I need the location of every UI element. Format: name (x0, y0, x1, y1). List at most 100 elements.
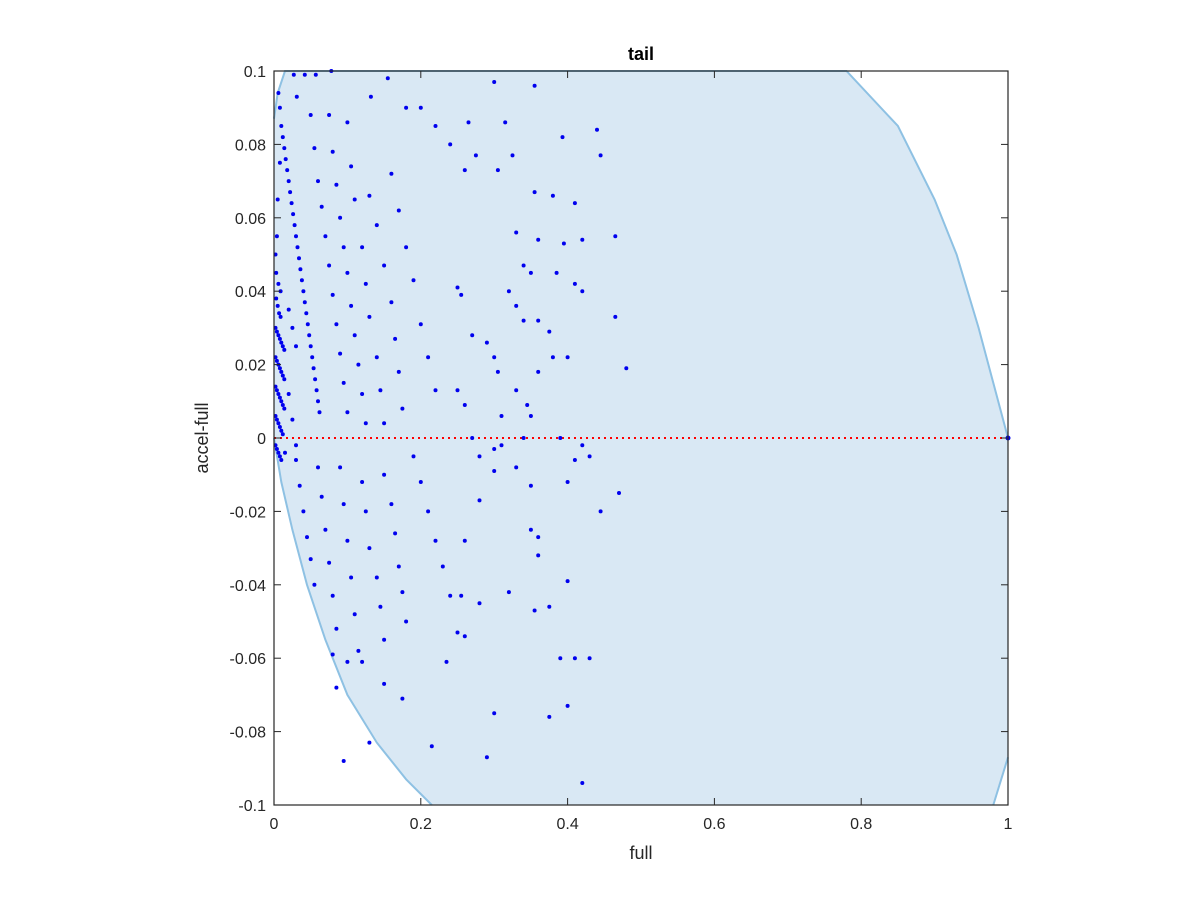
data-point (289, 201, 294, 206)
data-point (561, 241, 566, 246)
data-point (279, 399, 284, 404)
data-point (572, 656, 577, 661)
data-point (297, 256, 301, 261)
data-point (291, 212, 296, 217)
data-point (528, 414, 533, 418)
data-point (352, 197, 357, 202)
data-point (283, 157, 288, 162)
data-point (580, 289, 585, 294)
data-point (459, 292, 464, 297)
x-tick-label: 1 (1004, 816, 1013, 833)
data-point (278, 314, 283, 319)
data-point (363, 421, 368, 426)
data-point (514, 388, 519, 393)
data-point (525, 403, 530, 407)
data-point (470, 333, 475, 338)
data-point (274, 296, 279, 301)
y-tick-label: 0.02 (235, 358, 266, 375)
data-point (312, 146, 317, 151)
data-point (448, 142, 453, 147)
data-point (282, 347, 287, 352)
data-point (274, 329, 279, 334)
data-point (550, 355, 555, 360)
data-point (334, 182, 339, 187)
data-point (360, 480, 365, 484)
region-corner-boundary (992, 757, 1009, 806)
data-point (528, 527, 533, 532)
data-point (418, 322, 423, 327)
data-point (462, 634, 467, 639)
data-point (595, 127, 599, 132)
data-point (492, 447, 497, 451)
data-point (345, 270, 350, 275)
data-point (554, 270, 559, 275)
data-point (279, 340, 284, 345)
data-point (455, 630, 460, 635)
data-point (433, 388, 438, 393)
data-point (352, 612, 357, 617)
data-point (514, 230, 519, 235)
data-point (274, 417, 279, 422)
data-point (521, 263, 526, 268)
data-point (360, 392, 365, 396)
data-point (444, 659, 449, 664)
data-point (280, 373, 285, 378)
data-point (327, 560, 332, 565)
data-point (528, 270, 533, 275)
data-point (341, 759, 346, 763)
data-point (440, 564, 445, 569)
data-point (587, 656, 592, 661)
data-point (462, 168, 467, 173)
data-point (393, 531, 398, 536)
data-point (276, 333, 281, 338)
data-point (560, 135, 565, 140)
data-point (404, 105, 409, 110)
data-point (310, 355, 315, 360)
data-point (317, 410, 322, 415)
data-point (341, 245, 346, 250)
y-tick-label: -0.06 (230, 651, 267, 668)
data-point (382, 681, 387, 686)
data-point (311, 366, 316, 371)
data-point (613, 314, 618, 319)
data-point (433, 538, 438, 543)
data-point (385, 76, 390, 81)
data-point (282, 146, 287, 151)
data-point (536, 369, 541, 374)
x-tick-label: 0.8 (850, 816, 872, 833)
data-points (273, 69, 1011, 785)
data-point (319, 494, 324, 499)
data-point (532, 190, 537, 195)
data-point (396, 369, 401, 374)
data-point (280, 403, 285, 407)
data-point (277, 366, 282, 371)
data-point (536, 237, 541, 242)
data-point (382, 637, 387, 642)
data-point (598, 153, 603, 158)
data-point (301, 289, 306, 294)
data-point (305, 535, 309, 540)
data-point (294, 234, 298, 239)
data-point (276, 450, 281, 455)
data-point (462, 403, 467, 407)
data-point (484, 755, 489, 760)
data-point (282, 406, 287, 411)
data-point (532, 608, 537, 613)
data-point (312, 582, 317, 587)
data-point (521, 436, 526, 440)
x-tick-label: 0.2 (410, 816, 432, 833)
y-tick-label: 0.08 (235, 137, 266, 154)
data-point (286, 307, 291, 312)
data-point (572, 281, 577, 286)
data-point (389, 171, 394, 176)
data-point (274, 270, 279, 275)
data-point (323, 234, 328, 239)
data-point (393, 336, 398, 341)
data-point (276, 421, 281, 426)
data-point (363, 281, 368, 286)
chart-title: tail (628, 44, 654, 64)
data-point (462, 538, 467, 543)
data-point (356, 648, 361, 653)
data-point (356, 362, 361, 367)
